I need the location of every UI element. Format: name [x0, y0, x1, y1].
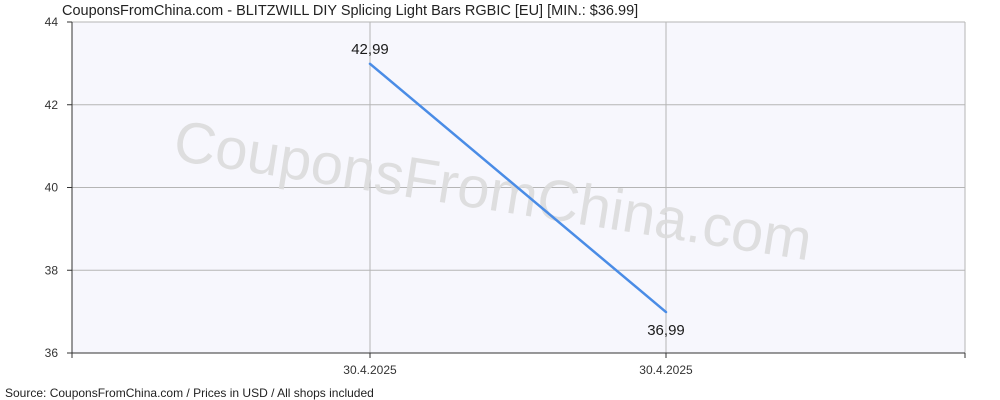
chart-title: CouponsFromChina.com - BLITZWILL DIY Spl…: [62, 3, 638, 19]
series: [368, 62, 668, 314]
chart-source: Source: CouponsFromChina.com / Prices in…: [5, 386, 374, 400]
x-tick-label: 30.4.2025: [343, 363, 397, 377]
data-label: 42,99: [351, 41, 389, 58]
y-tick-labels: 36 38 40 42 44: [45, 15, 59, 360]
series-line: [368, 62, 668, 314]
data-label: 36,99: [647, 322, 685, 339]
y-tick-label: 44: [45, 15, 59, 29]
y-tick-label: 42: [45, 98, 59, 112]
y-tick-label: 36: [45, 346, 59, 360]
data-labels: 42,99 36,99: [351, 41, 685, 339]
axes: [67, 21, 966, 358]
y-tick-label: 38: [45, 263, 59, 277]
y-tick-label: 40: [45, 181, 59, 195]
x-tick-labels: 30.4.2025 30.4.2025: [343, 363, 693, 377]
x-tick-label: 30.4.2025: [639, 363, 693, 377]
